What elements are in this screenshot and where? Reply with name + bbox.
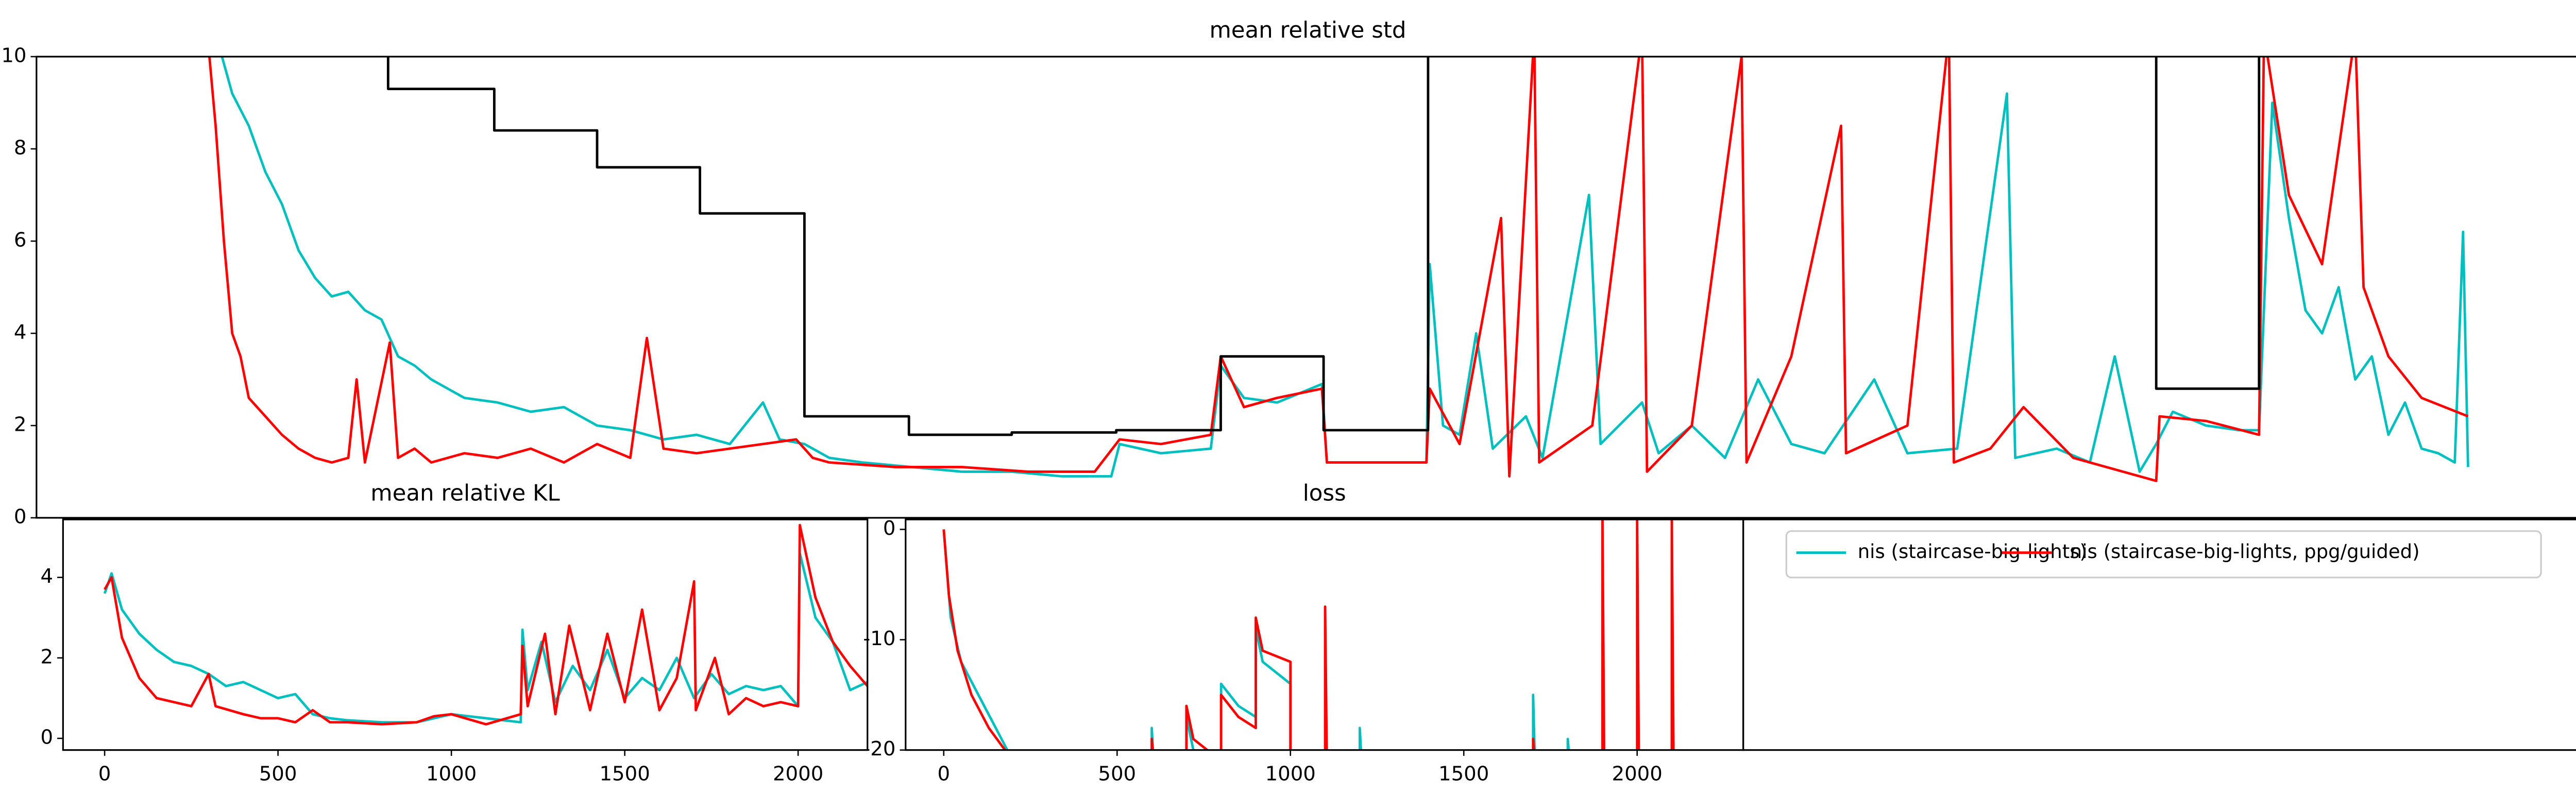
plot-area: [208, 56, 2469, 482]
chart-title: loss: [1303, 480, 1346, 506]
chart-title: mean relative KL: [370, 480, 560, 506]
series-line: [103, 552, 868, 724]
legend-box: [1785, 530, 2542, 579]
y-tick-label: 4: [14, 320, 27, 344]
x-tick-label: 1000: [426, 762, 477, 785]
axes-frame: [36, 56, 2576, 519]
x-tick-label: 2000: [1612, 762, 1663, 785]
series-line: [942, 519, 1675, 750]
x-tick-label: 1000: [1265, 762, 1316, 785]
y-tick-label: -10: [863, 627, 895, 650]
y-tick-label: 2: [40, 645, 53, 668]
y-tick-label: 6: [14, 228, 27, 251]
series-line: [104, 524, 868, 726]
x-tick-label: 0: [938, 762, 951, 785]
y-tick-label: 10: [1, 44, 26, 67]
y-tick-label: 4: [40, 565, 53, 588]
plot-area: [103, 524, 868, 726]
plot-area: [942, 519, 1675, 750]
x-tick-label: 0: [98, 762, 111, 785]
legend-label: nis (staircase-big-lights): [1858, 541, 2087, 563]
axes-frame: [905, 518, 1744, 751]
x-tick-label: 1500: [1438, 762, 1489, 785]
y-tick-label: -20: [863, 737, 895, 761]
y-tick-label: 2: [14, 413, 27, 436]
x-tick-label: 500: [1098, 762, 1136, 785]
x-tick-label: 500: [259, 762, 297, 785]
y-tick-label: 0: [883, 517, 896, 540]
y-tick-label: 0: [40, 725, 53, 749]
x-tick-label: 1500: [599, 762, 650, 785]
legend-label: nis (staircase-big-lights, ppg/guided): [2070, 541, 2420, 563]
chart-title: mean relative std: [1209, 18, 1406, 43]
series-line: [386, 56, 2261, 436]
x-tick-label: 2000: [773, 762, 823, 785]
axes-frame: [62, 518, 869, 751]
y-tick-label: 8: [14, 136, 27, 159]
y-tick-label: 0: [14, 505, 27, 528]
